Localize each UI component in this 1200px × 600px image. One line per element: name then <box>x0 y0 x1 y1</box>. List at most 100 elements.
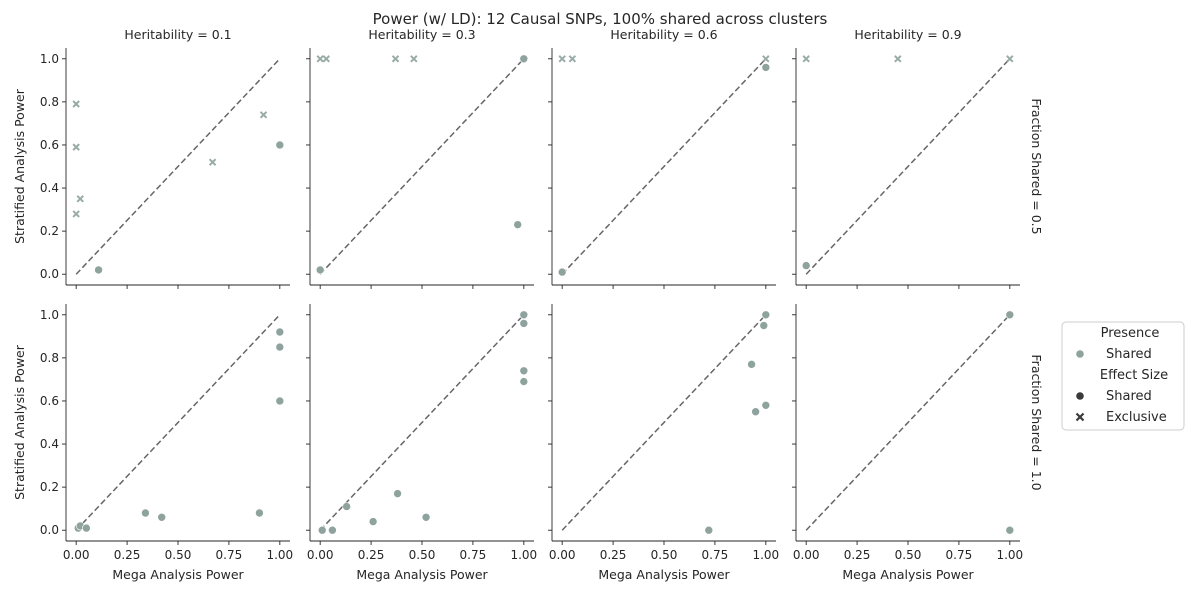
y-tick-label: 0.2 <box>40 224 59 238</box>
point-stroke <box>568 55 577 63</box>
point-exclusive-marker <box>1006 55 1014 63</box>
facet-title-heritability-0-1: Heritability = 0.1 <box>124 27 231 42</box>
point-exclusive-marker <box>72 100 80 108</box>
x-axis-label: Mega Analysis Power <box>598 567 730 582</box>
point-shared-marker <box>342 502 351 511</box>
facet-row-label-fraction-shared-0-5: Fraction Shared = 0.5 <box>1029 98 1044 234</box>
x-tick-label: 0.25 <box>358 548 385 562</box>
reference-diagonal-line <box>561 314 767 531</box>
facet-grid: 0.0 0.2 0.4 0.6 0.8 1.0 Stratified Analysis Po… <box>12 27 1044 582</box>
y-tick-label: 0.8 <box>40 351 59 365</box>
x-tick-label: 0.00 <box>307 548 334 562</box>
legend-effect-exclusive-marker <box>1075 412 1085 422</box>
point-shared-marker <box>519 366 529 376</box>
reference-diagonal-line <box>75 314 281 531</box>
reference-diagonal-line <box>319 58 525 275</box>
panel-r0-c3: Heritability = 0.9 Fraction Shared = 0.5 <box>792 27 1044 289</box>
point-shared-marker <box>704 525 714 535</box>
x-tick-label: 0.50 <box>895 548 922 562</box>
point-stroke <box>558 55 566 63</box>
point-shared-marker <box>82 523 91 533</box>
point-exclusive-marker <box>802 55 810 63</box>
x-tick-label: 0.25 <box>844 548 871 562</box>
point-stroke <box>208 158 217 166</box>
x-tick-label: 0.25 <box>114 548 141 562</box>
facet-title-heritability-0-9: Heritability = 0.9 <box>854 27 961 42</box>
point-shared-marker <box>275 327 285 337</box>
y-tick-label: 0.2 <box>40 480 59 494</box>
point-shared-marker <box>421 512 431 522</box>
point-exclusive-marker <box>316 55 324 63</box>
y-tick-label: 0.4 <box>40 437 59 451</box>
x-tick-label: 1.00 <box>510 548 537 562</box>
x-tick-label: 0.25 <box>600 548 627 562</box>
point-shared-marker <box>315 265 325 275</box>
point-stroke <box>1006 55 1014 63</box>
point-shared-marker <box>747 360 756 369</box>
point-shared-marker <box>141 508 150 518</box>
point-stroke <box>802 55 810 63</box>
point-shared-marker <box>1005 310 1015 320</box>
point-shared-marker <box>513 220 523 229</box>
point-exclusive-marker <box>259 111 268 119</box>
point-stroke <box>322 55 330 63</box>
x-tick-label: 1.00 <box>266 548 293 562</box>
point-shared-marker <box>94 265 103 275</box>
y-axis-label: Stratified Analysis Power <box>12 344 27 500</box>
reference-diagonal-line <box>805 58 1011 275</box>
point-stroke <box>259 111 268 119</box>
legend-effect-exclusive-label: Exclusive <box>1106 410 1167 425</box>
panel-r0-c1: Heritability = 0.3 <box>306 27 534 289</box>
y-tick-label: 0.0 <box>40 523 59 537</box>
facet-title-heritability-0-3: Heritability = 0.3 <box>368 27 475 42</box>
x-tick-label: 0.00 <box>549 548 576 562</box>
point-stroke <box>391 55 400 63</box>
x-tick-label: 0.75 <box>946 548 973 562</box>
point-shared-marker <box>557 267 567 277</box>
point-exclusive-marker <box>72 143 80 151</box>
point-stroke <box>894 55 902 63</box>
legend-presence-shared-marker <box>1076 350 1084 358</box>
point-shared-marker <box>275 140 285 150</box>
reference-diagonal-line <box>805 314 1011 531</box>
x-tick-label: 1.00 <box>752 548 779 562</box>
panel-r1-c2: 0.00 0.25 0.50 0.75 1.00 Mega Analysis Power <box>548 304 779 582</box>
legend-presence-shared-label: Shared <box>1106 347 1152 362</box>
y-tick-label: 1.0 <box>40 308 59 322</box>
point-exclusive-marker <box>558 55 566 63</box>
point-shared-marker <box>393 489 402 498</box>
y-tick-label: 1.0 <box>40 52 59 66</box>
legend: Presence Shared Effect Size Shared Exclu… <box>1061 321 1185 431</box>
x-tick-label: 0.75 <box>216 548 243 562</box>
x-tick-label: 0.75 <box>702 548 729 562</box>
point-shared-marker <box>275 396 285 406</box>
point-shared-marker <box>761 63 771 72</box>
y-tick-label: 0.6 <box>40 394 59 408</box>
x-axis-label: Mega Analysis Power <box>112 567 244 582</box>
point-stroke <box>76 195 84 203</box>
legend-presence-title: Presence <box>1101 326 1160 341</box>
point-exclusive-marker <box>72 210 80 218</box>
legend-effect-shared-marker <box>1076 392 1084 400</box>
point-exclusive-marker <box>762 55 770 63</box>
point-exclusive-marker <box>894 55 902 63</box>
point-shared-marker <box>751 407 760 417</box>
point-shared-marker <box>801 261 811 270</box>
facet-row-label-fraction-shared-1-0: Fraction Shared = 1.0 <box>1029 354 1044 490</box>
figure-title: Power (w/ LD): 12 Causal SNPs, 100% shar… <box>373 10 828 28</box>
point-exclusive-marker <box>391 55 400 63</box>
reference-diagonal-line <box>319 314 525 531</box>
panel-r0-c0: 0.0 0.2 0.4 0.6 0.8 1.0 Stratified Analysis Po… <box>12 27 290 289</box>
legend-frame <box>1061 321 1185 431</box>
point-stroke <box>410 55 418 63</box>
y-tick-label: 0.4 <box>40 181 59 195</box>
x-tick-label: 0.75 <box>460 548 487 562</box>
x-tick-label: 0.50 <box>409 548 436 562</box>
x-tick-label: 1.00 <box>996 548 1023 562</box>
point-exclusive-marker <box>322 55 330 63</box>
point-shared-marker <box>255 508 264 518</box>
x-tick-label: 0.50 <box>651 548 678 562</box>
point-exclusive-marker <box>568 55 577 63</box>
point-stroke <box>72 100 80 108</box>
